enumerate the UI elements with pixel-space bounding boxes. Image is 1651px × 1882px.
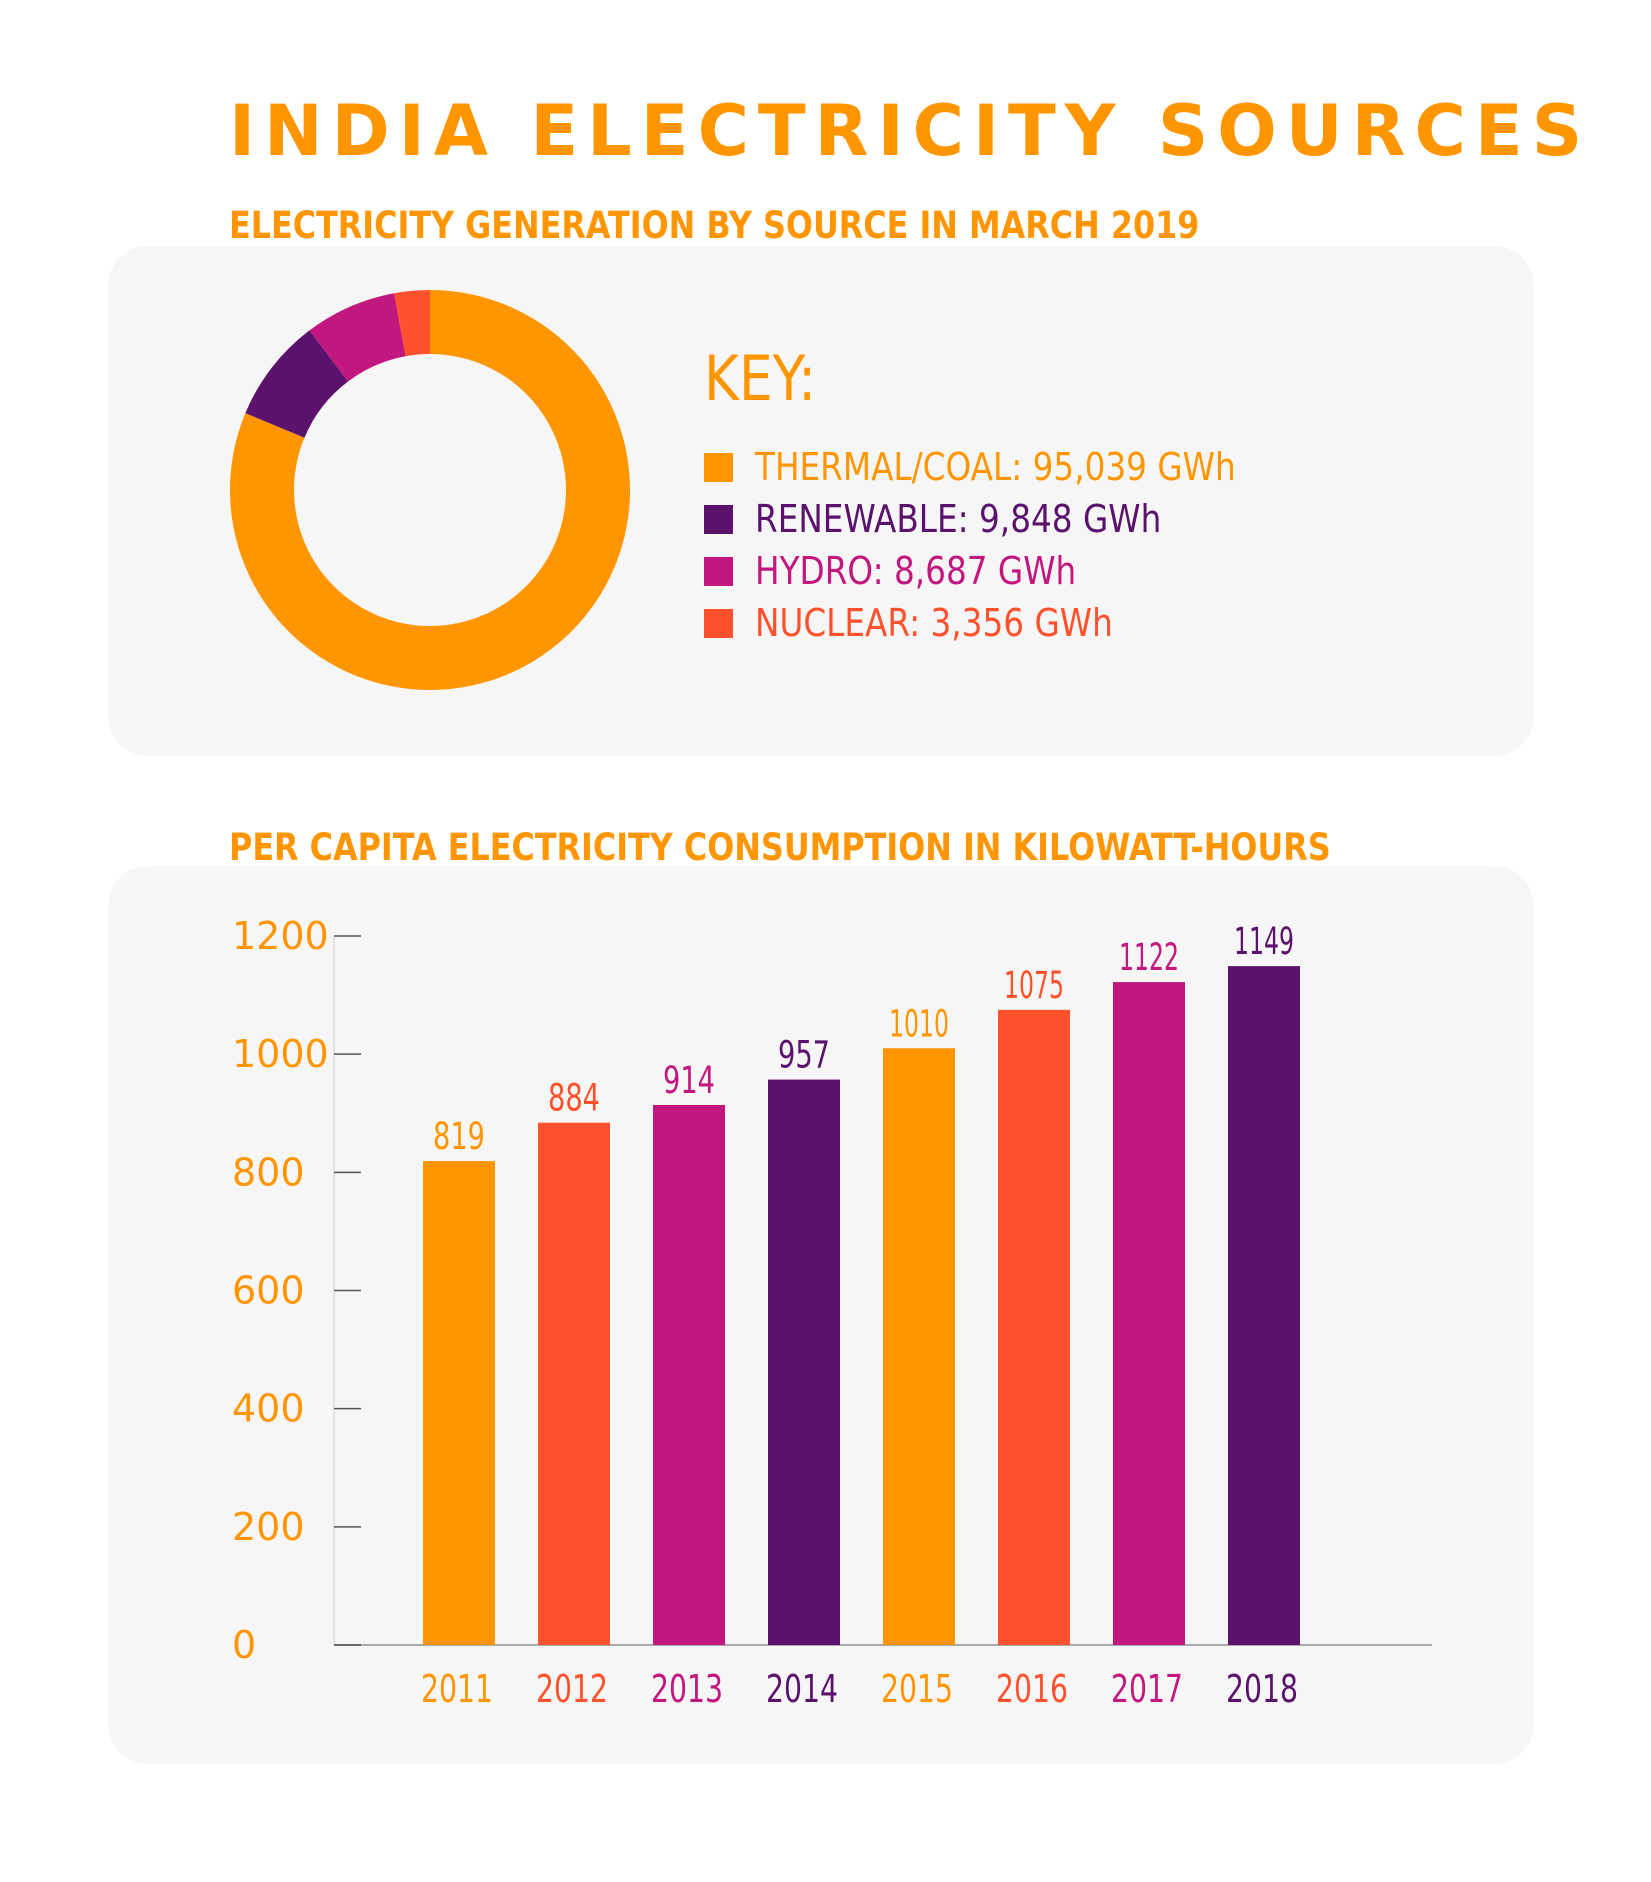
legend-text: THERMAL/COAL95,039 GWh: [755, 445, 1236, 489]
bar-2016: [998, 1009, 1070, 1645]
bar-2011: [423, 1161, 495, 1645]
donut-slice-renewable: [245, 330, 349, 438]
bar-2017: [1113, 982, 1185, 1645]
legend-item-nuclear: NUCLEAR3,356 GWh: [704, 597, 1314, 649]
bar-value-label: 1122: [1119, 936, 1179, 979]
legend-item-thermal-coal: THERMAL/COAL95,039 GWh: [704, 441, 1314, 493]
legend-label: RENEWABLE: [755, 497, 979, 541]
y-tick-label: 200: [232, 1505, 305, 1549]
bar-2018: [1228, 966, 1300, 1645]
legend-title: KEY:: [704, 342, 817, 415]
x-tick-label: 2011: [421, 1667, 493, 1711]
y-tick-label: 1000: [232, 1032, 329, 1076]
donut-legend: THERMAL/COAL95,039 GWh RENEWABLE9,848 GW…: [704, 441, 1314, 649]
bar-2014: [768, 1079, 840, 1645]
page-title: INDIA ELECTRICITY SOURCES: [229, 90, 1592, 172]
donut-chart: [230, 290, 630, 690]
legend-value: 3,356 GWh: [930, 601, 1113, 645]
legend-text: NUCLEAR3,356 GWh: [755, 601, 1113, 645]
legend-swatch: [704, 608, 733, 638]
legend-label: HYDRO: [755, 549, 894, 593]
bar-value-label: 1075: [1004, 964, 1064, 1007]
x-tick-label: 2016: [996, 1667, 1068, 1711]
bar-2015: [883, 1048, 955, 1645]
legend-value: 9,848 GWh: [979, 497, 1162, 541]
legend-text: HYDRO8,687 GWh: [755, 549, 1077, 593]
donut-chart-title: ELECTRICITY GENERATION BY SOURCE IN MARC…: [229, 204, 1200, 247]
legend-swatch: [704, 452, 733, 482]
bar-value-label: 957: [778, 1034, 830, 1077]
y-tick-label: 600: [232, 1269, 305, 1313]
bar-value-label: 914: [663, 1059, 715, 1102]
x-tick-label: 2012: [536, 1667, 608, 1711]
legend-swatch: [704, 556, 733, 586]
legend-value: 8,687 GWh: [893, 549, 1077, 593]
legend-label: THERMAL/COAL: [755, 445, 1033, 489]
x-tick-label: 2015: [881, 1667, 953, 1711]
x-tick-label: 2014: [766, 1667, 838, 1711]
bar-2012: [538, 1122, 610, 1645]
legend-item-hydro: HYDRO8,687 GWh: [704, 545, 1314, 597]
bar-value-label: 819: [433, 1115, 485, 1158]
legend-value: 95,039 GWh: [1032, 445, 1236, 489]
y-tick-label: 0: [232, 1623, 256, 1667]
legend-text: RENEWABLE9,848 GWh: [755, 497, 1162, 541]
bar-2013: [653, 1104, 725, 1645]
bar-chart-title: PER CAPITA ELECTRICITY CONSUMPTION IN KI…: [229, 826, 1331, 869]
y-tick-label: 800: [232, 1150, 305, 1194]
legend-swatch: [704, 504, 733, 534]
x-tick-label: 2018: [1226, 1667, 1298, 1711]
y-tick-label: 1200: [232, 914, 329, 958]
y-tick-label: 400: [232, 1387, 305, 1431]
bar-value-label: 884: [548, 1077, 600, 1120]
donut-slice-nuclear: [394, 290, 430, 357]
x-tick-label: 2017: [1111, 1667, 1183, 1711]
x-tick-label: 2013: [651, 1667, 723, 1711]
bar-value-label: 1010: [889, 1002, 949, 1045]
donut-slice-hydro: [309, 293, 406, 382]
legend-label: NUCLEAR: [755, 601, 931, 645]
bar-value-label: 1149: [1234, 920, 1294, 963]
legend-item-renewable: RENEWABLE9,848 GWh: [704, 493, 1314, 545]
donut-slice-thermal-coal: [230, 290, 630, 690]
